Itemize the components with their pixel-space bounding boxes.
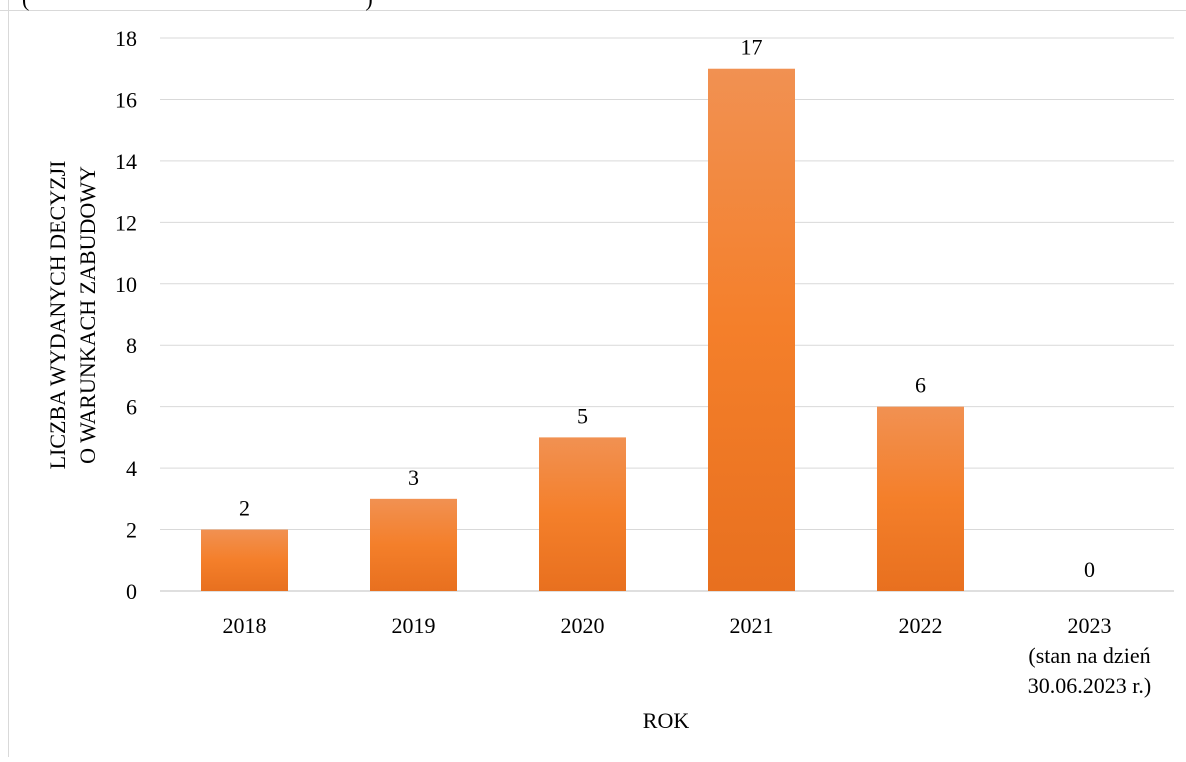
x-tick-label-line: 2023 <box>1068 613 1112 638</box>
x-tick-label: 2018 <box>223 613 267 638</box>
y-tick-label: 14 <box>115 149 137 174</box>
y-tick-label: 2 <box>126 518 137 543</box>
y-tick-label: 16 <box>115 87 137 112</box>
x-tick-label-line: (stan na dzień <box>1028 643 1150 668</box>
x-tick-label: 2019 <box>392 613 436 638</box>
data-label: 6 <box>915 373 926 398</box>
x-tick-label: 2021 <box>730 613 774 638</box>
data-label: 5 <box>577 403 588 428</box>
x-tick-label: 2020 <box>561 613 605 638</box>
chart-left-border <box>8 0 9 757</box>
y-tick-label: 0 <box>126 579 137 604</box>
y-tick-label: 8 <box>126 333 137 358</box>
clipped-text-left: ( <box>22 0 29 11</box>
y-axis-label-line-1: LICZBA WYDANYCH DECYZJI <box>45 161 70 470</box>
gridlines <box>160 37 1174 592</box>
data-labels: 2 3 5 17 6 0 <box>239 35 1095 582</box>
x-tick-label-line: 2018 <box>223 613 267 638</box>
x-tick-label-line: 30.06.2023 r.) <box>1028 673 1151 698</box>
bar <box>708 68 795 591</box>
x-tick-labels: 2018 2019 2020 2021 2022 2023 (stan na dzień 30… <box>223 613 1152 698</box>
chart-top-clipped-text: () <box>22 0 373 12</box>
clipped-text-right: ) <box>365 0 372 11</box>
y-tick-label: 6 <box>126 395 137 420</box>
x-axis-label: ROK <box>643 708 690 733</box>
x-tick-label-line: 2022 <box>899 613 943 638</box>
x-tick-label: 2022 <box>899 613 943 638</box>
bar <box>201 529 288 591</box>
bar <box>539 437 626 591</box>
y-tick-label: 18 <box>115 26 137 51</box>
data-label: 2 <box>239 496 250 521</box>
y-axis-label-line-2: O WARUNKACH ZABUDOWY <box>75 166 100 464</box>
bar <box>370 498 457 591</box>
x-tick-label-line: 2019 <box>392 613 436 638</box>
bar <box>877 406 964 591</box>
y-tick-label: 12 <box>115 210 137 235</box>
x-tick-label: 2023 (stan na dzień 30.06.2023 r.) <box>1028 613 1151 698</box>
chart-top-border <box>0 10 1186 11</box>
x-tick-label-line: 2021 <box>730 613 774 638</box>
data-label: 17 <box>741 35 763 60</box>
data-label: 0 <box>1084 557 1095 582</box>
bars <box>201 68 964 591</box>
data-label: 3 <box>408 465 419 490</box>
y-tick-label: 10 <box>115 272 137 297</box>
y-tick-label: 4 <box>126 456 137 481</box>
y-tick-labels: 0 2 4 6 8 10 12 14 16 18 <box>115 26 137 604</box>
x-tick-label-line: 2020 <box>561 613 605 638</box>
